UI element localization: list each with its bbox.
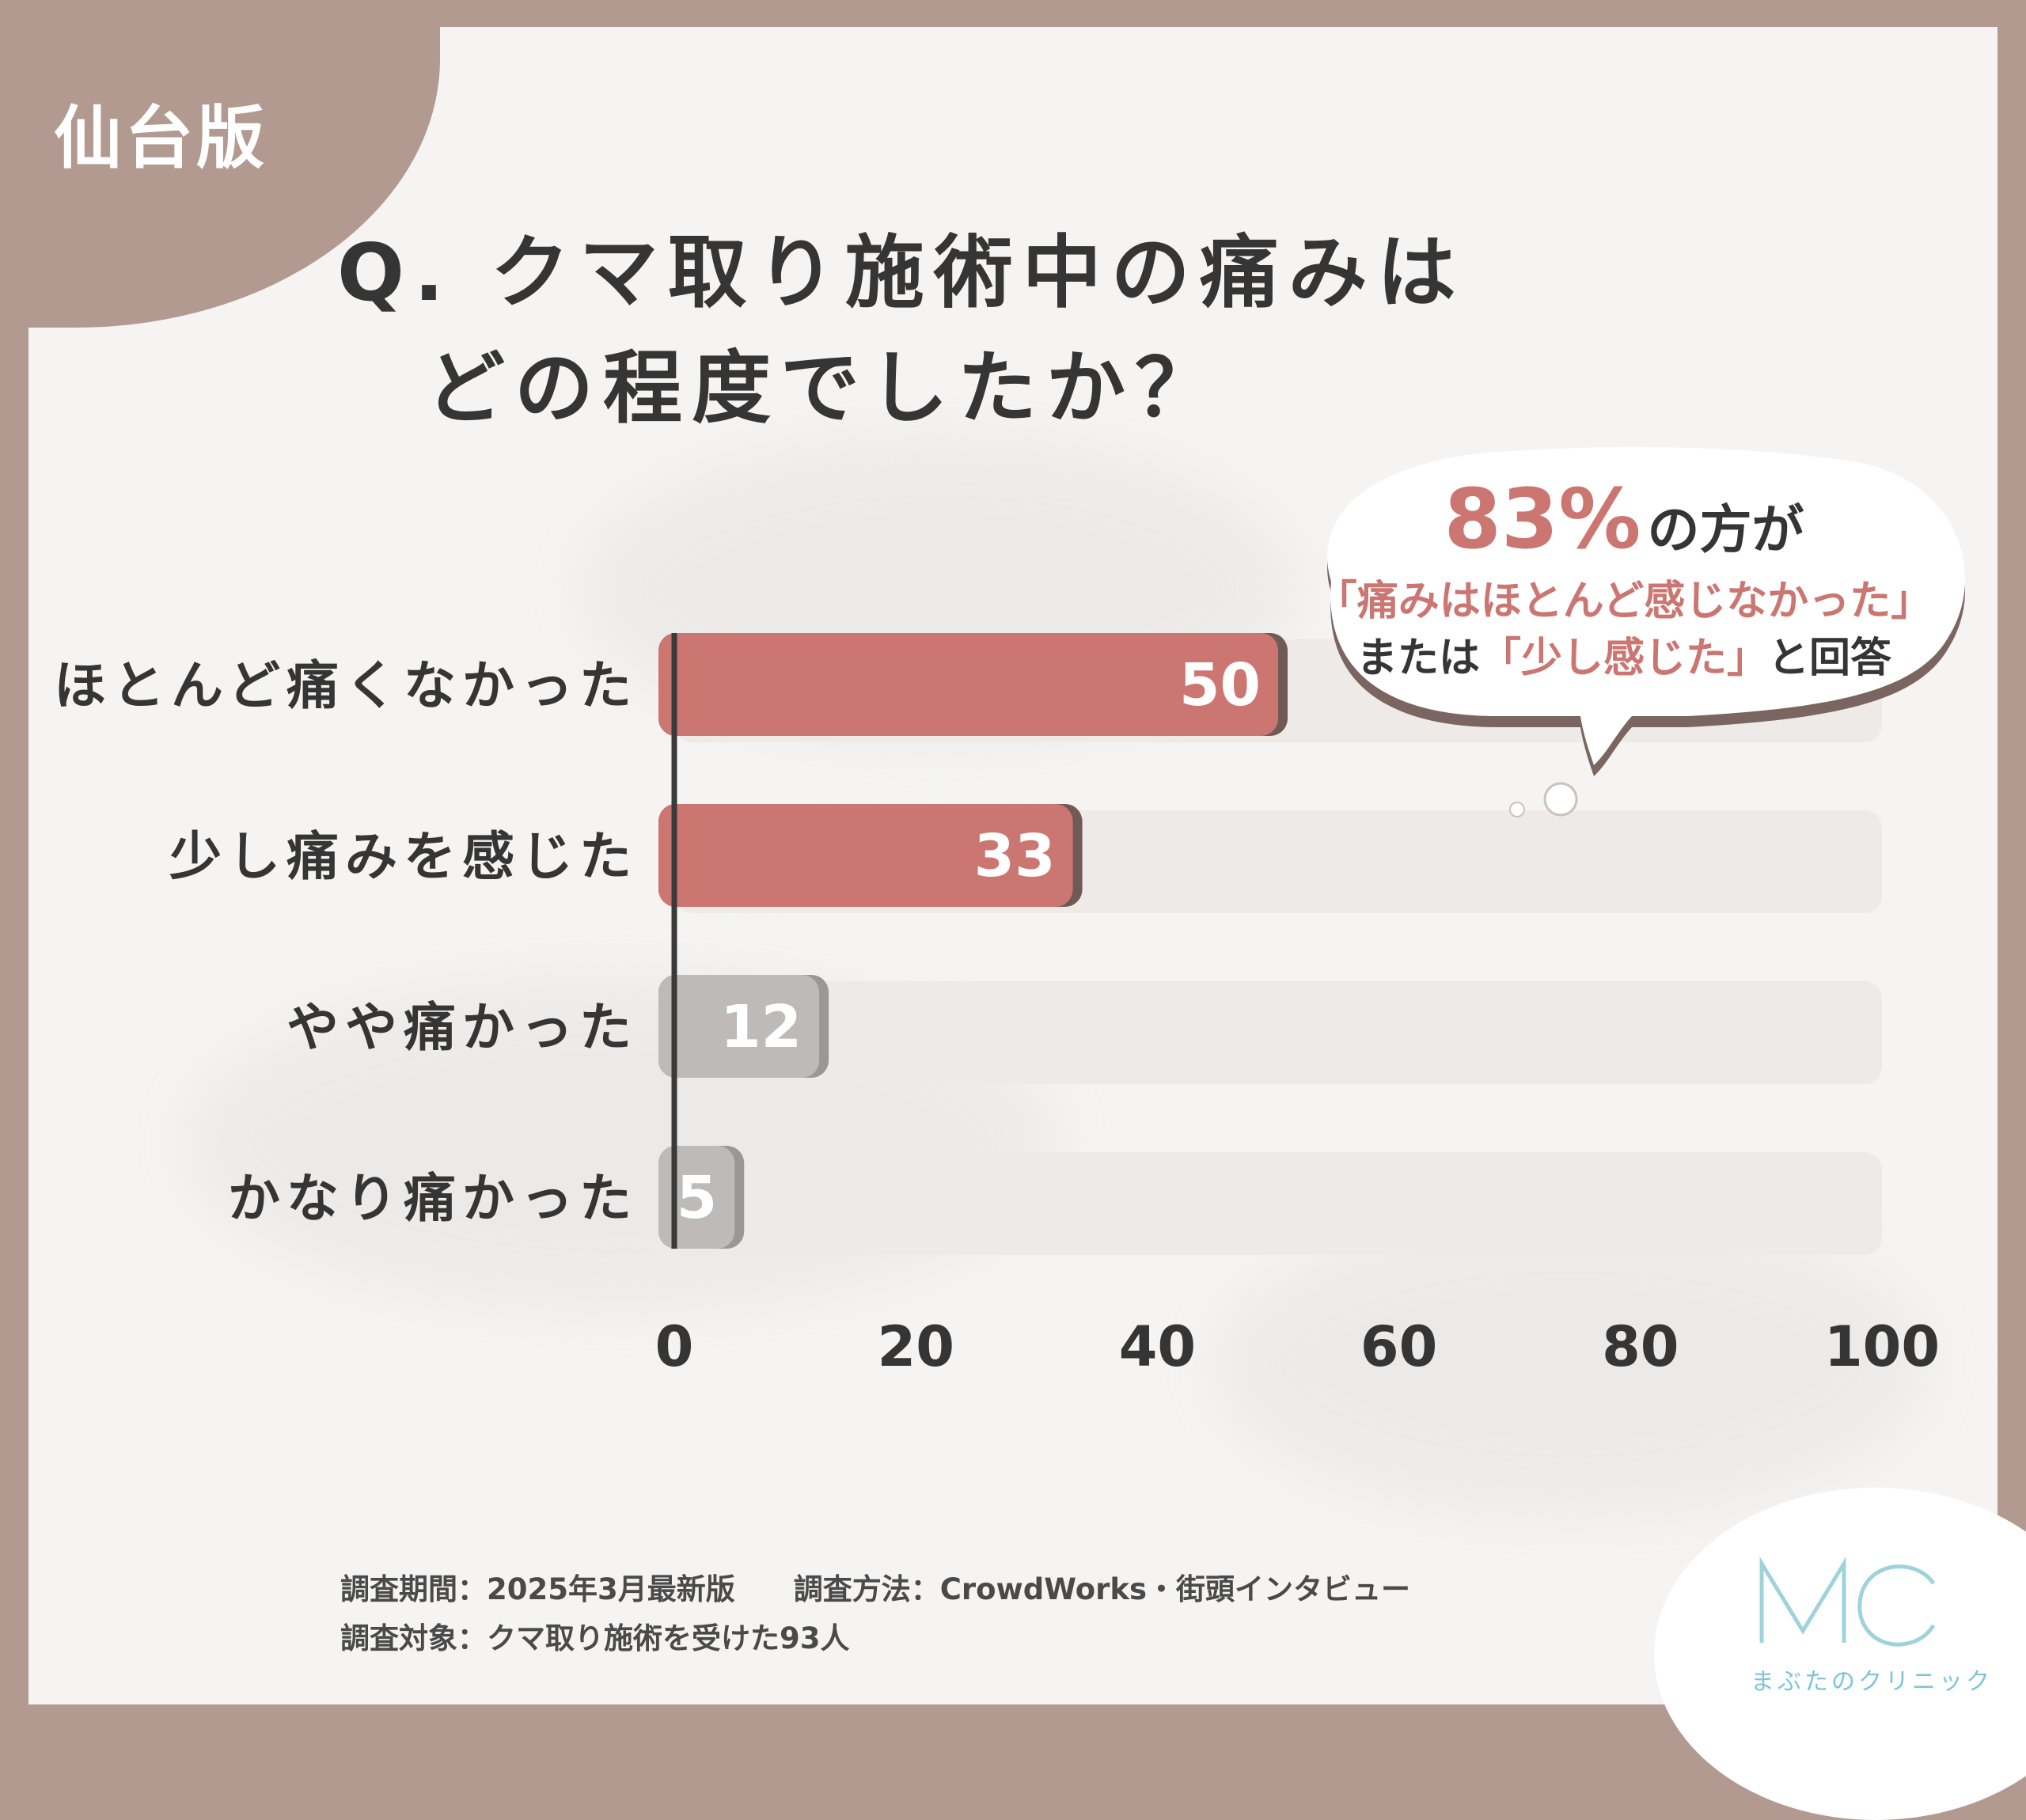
bar-value-label: 5: [677, 1164, 718, 1232]
bar-value-label: 33: [974, 822, 1056, 890]
callout-headline: 83% の方が: [1276, 471, 1972, 567]
brand-name: まぶたのクリニック: [1751, 1668, 1993, 1696]
x-tick-label: 0: [655, 1314, 694, 1379]
bar: [658, 633, 1278, 736]
x-tick-label: 100: [1824, 1314, 1940, 1379]
x-tick-label: 20: [877, 1314, 954, 1379]
bubble-dot-icon: [1509, 802, 1525, 817]
bar-track: [674, 981, 1882, 1084]
infographic: 仙台版 Q. クマ取り施術中の痛みは どの程度でしたか？ 50 ほとんど痛くなかっ…: [28, 27, 2026, 1820]
callout-line-2: 「痛みはほとんど感じなかった」: [1315, 578, 1933, 625]
brand-logo-icon: [1759, 1556, 1936, 1647]
bar-track: [674, 1152, 1882, 1255]
callout-line-3-suffix: と回答: [1768, 635, 1892, 682]
speech-bubble: 83% の方が 「痛みはほとんど感じなかった」 または「少し感じた」と回答: [1276, 439, 1972, 817]
bar: [658, 975, 820, 1078]
callout-line-3-highlight: 「少し感じた」: [1479, 635, 1768, 682]
category-label: 少し痛みを感じた: [169, 826, 638, 887]
page-title: Q. クマ取り施術中の痛みは どの程度でしたか？: [337, 226, 1466, 434]
x-tick-label: 80: [1602, 1314, 1679, 1379]
bar-chart: 50 ほとんど痛くなかった 33 少し痛みを感じた 12 やや痛かった 5 かなり痛かった 0 2…: [54, 633, 1940, 1379]
speech-bubble-body: [1327, 447, 1966, 765]
bar: [658, 804, 1073, 907]
callout-line-3: または「少し感じた」と回答: [1276, 624, 1972, 684]
bar: [658, 1146, 735, 1249]
bar-value-label: 50: [1179, 651, 1261, 719]
bubble-dot-icon: [1543, 782, 1578, 817]
callout-percent-suffix: の方が: [1647, 499, 1804, 560]
survey-note-target: 調査対象：クマ取り施術を受けた93人: [340, 1621, 850, 1655]
survey-note-period-method: 調査期間：2025年3月最新版 調査方法：CrowdWorks・街頭インタビュー: [340, 1572, 1410, 1606]
callout-line-3-prefix: または: [1356, 635, 1480, 682]
category-label: やや痛かった: [286, 997, 638, 1058]
category-label: ほとんど痛くなかった: [54, 655, 638, 716]
region-tag: 仙台版: [54, 99, 267, 178]
speech-bubble-shape: [1327, 447, 1966, 817]
x-tick-label: 60: [1360, 1314, 1437, 1379]
bar-value-label: 12: [720, 993, 802, 1061]
background-shade: [1216, 1214, 1928, 1515]
callout-percent: 83%: [1444, 471, 1641, 567]
x-tick-label: 40: [1119, 1314, 1196, 1379]
category-label: かなり痛かった: [228, 1168, 638, 1229]
